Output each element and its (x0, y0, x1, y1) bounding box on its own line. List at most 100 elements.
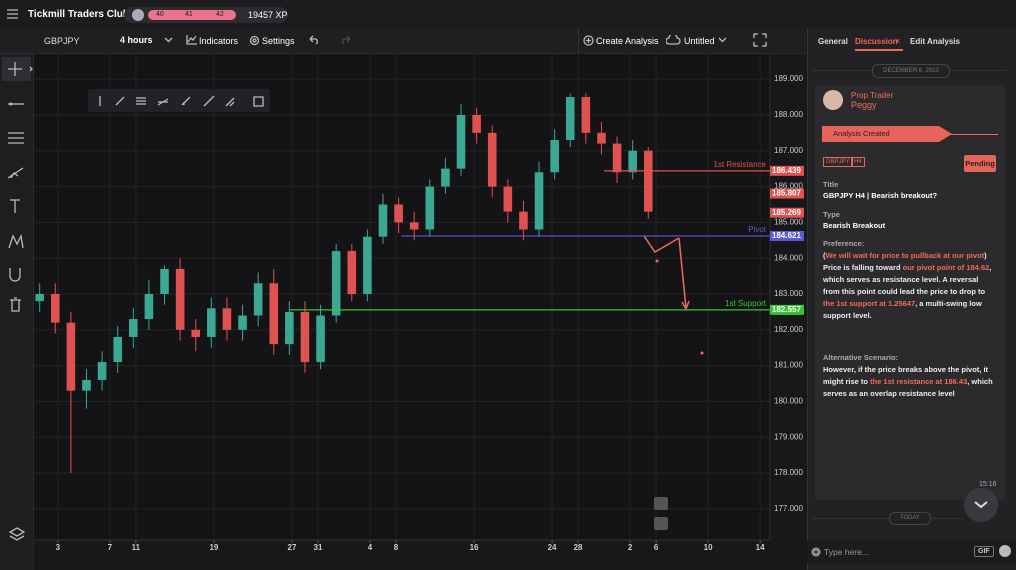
tab[interactable]: Edit Analysis (910, 37, 960, 46)
level: 42 (216, 11, 224, 18)
x-tick-label: 4 (368, 543, 373, 552)
candle-body (519, 211, 528, 230)
y-tick-label: 183.000 (774, 289, 803, 298)
highlight-text: our pivot point of 184.62 (902, 263, 990, 272)
attach-icon[interactable] (811, 547, 821, 557)
divider (578, 28, 579, 53)
undo-redo[interactable] (308, 35, 353, 45)
interval[interactable]: 4 hours (120, 35, 153, 45)
price-marker-label: 185.269 (772, 208, 801, 217)
avatar (823, 90, 843, 110)
candle-body (50, 293, 60, 323)
chevron (974, 501, 988, 509)
create-analysis-button[interactable]: Create Analysis (596, 36, 659, 46)
x-tick-label: 8 (394, 543, 399, 552)
level-name: Pivot (748, 225, 767, 234)
indicators-button[interactable]: Indicators (199, 36, 239, 46)
drawn-arrow (643, 235, 680, 253)
tab-active[interactable]: Discussion (855, 37, 898, 46)
candle-body (113, 336, 122, 363)
y-tick-label: 181.000 (774, 361, 803, 370)
y-tick-label: 179.000 (774, 432, 803, 441)
candle-body (253, 283, 263, 316)
candle-body (97, 362, 107, 380)
candle-body (35, 293, 44, 302)
text: , a multi-swing low support level. (823, 299, 982, 320)
chevron[interactable] (164, 37, 173, 43)
field-label: Alternative Scenario: (823, 353, 899, 362)
chart: 3 7 11 19 27 31 4 8 16 24 28 2 6 10 14 177.000 178.000 17… (35, 53, 804, 552)
price-box (770, 165, 804, 176)
untitled-button[interactable]: Untitled (684, 36, 715, 46)
y-tick-label: 186.000 (774, 182, 803, 191)
scroll-down-button[interactable] (964, 488, 998, 522)
candle-body (175, 268, 185, 330)
xp: 19457 XP (248, 10, 288, 20)
tool-icons[interactable] (6, 60, 34, 370)
x-tick-label: 31 (314, 543, 323, 552)
candle-body (409, 222, 419, 230)
candle-body (160, 268, 169, 294)
divider (813, 518, 963, 519)
drawing-toolbar (88, 89, 270, 112)
candle-body (363, 236, 372, 294)
candle-body (441, 168, 450, 187)
field-value: GBPJPY H4 | Bearish breakout? (823, 191, 938, 200)
x-tick-label: 19 (209, 543, 218, 552)
candle-body (191, 329, 201, 337)
alternative-text: However, if the price breaks above the p… (823, 364, 995, 400)
edit-icon[interactable] (654, 497, 668, 510)
x-tick-label: 3 (56, 543, 61, 552)
y-tick-label: 180.000 (774, 397, 803, 406)
candle-body (347, 251, 357, 294)
field-label: Preference: (823, 239, 865, 248)
message-card (815, 85, 1005, 500)
candle-body (597, 132, 606, 144)
y-tick-label: 189.000 (774, 74, 803, 83)
idea-icon[interactable] (654, 517, 668, 530)
settings-button[interactable]: Settings (262, 36, 295, 46)
emoji-button[interactable] (999, 545, 1011, 557)
drawn-dot (655, 259, 659, 263)
x-tick-label: 24 (548, 543, 557, 552)
price-box (770, 230, 804, 241)
field-label: Type (823, 210, 840, 219)
tab-underline (855, 49, 903, 51)
fullscreen-icon[interactable] (753, 33, 767, 47)
candle-body (82, 379, 91, 391)
level-bar (148, 10, 236, 20)
price-box (770, 304, 804, 315)
input-bar (807, 540, 1016, 564)
candle-body (269, 283, 279, 345)
level-name: 1st Support (725, 299, 767, 308)
indicators-icon (186, 35, 197, 45)
message-input[interactable]: Type here... (824, 547, 869, 557)
x-tick-label: 6 (654, 543, 659, 552)
chevron[interactable] (718, 37, 727, 43)
candle-body (550, 140, 559, 173)
x-tick-label: 10 (704, 543, 713, 552)
candle-body (425, 186, 435, 230)
cloud-icon (666, 35, 681, 45)
candle-body (628, 150, 637, 173)
candle-body (285, 311, 294, 345)
candle-body (581, 97, 591, 133)
status-badge: Pending (964, 155, 996, 172)
candle-body (144, 293, 154, 320)
candle-body (207, 308, 216, 337)
layers-icon[interactable] (9, 527, 25, 543)
candle-body (472, 114, 481, 133)
tab-close[interactable]: × (895, 36, 901, 46)
y-tick-label: 182.000 (774, 325, 803, 334)
settings-icon (249, 35, 260, 46)
gif-button[interactable]: GIF (974, 546, 994, 557)
y-tick-label: 184.000 (774, 253, 803, 262)
symbol[interactable]: GBPJPY (44, 36, 80, 46)
plus-icon (583, 35, 594, 46)
drawing-tools[interactable] (96, 93, 266, 109)
tool-column (0, 54, 34, 570)
menu-icon[interactable] (7, 9, 19, 19)
candle-body (378, 204, 388, 237)
tab[interactable]: General (818, 37, 848, 46)
